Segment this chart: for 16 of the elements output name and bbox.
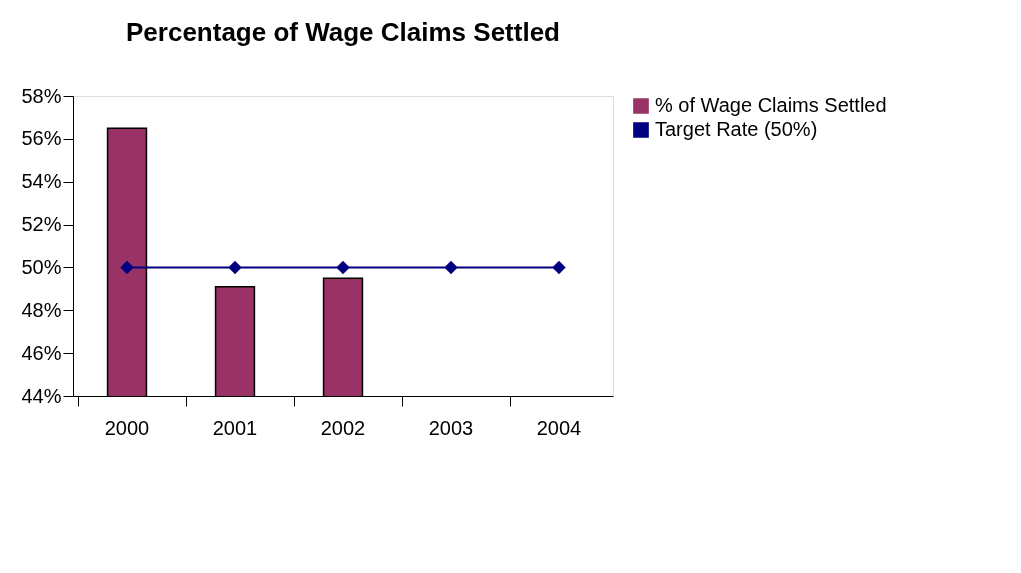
y-tick-label: 54%	[21, 170, 62, 193]
legend-label: % of Wage Claims Settled	[655, 94, 887, 116]
y-tick-label: 52%	[21, 213, 62, 236]
y-tick-label: 44%	[21, 384, 62, 407]
y-tick-label: 50%	[21, 255, 62, 278]
x-tick-label: 2001	[212, 416, 258, 439]
x-tick-label: 2004	[536, 416, 582, 439]
x-tick-label: 2003	[428, 416, 474, 439]
y-tick-label: 48%	[21, 298, 62, 321]
x-tick-label: 2002	[320, 416, 366, 439]
y-tick-label: 56%	[21, 127, 62, 150]
x-tick-label: 2000	[104, 416, 150, 439]
y-tick-label: 46%	[21, 341, 62, 364]
y-tick-label: 58%	[21, 84, 62, 107]
legend-label: Target Rate (50%)	[655, 118, 818, 140]
chart-title: Percentage of Wage Claims Settled	[126, 17, 560, 47]
